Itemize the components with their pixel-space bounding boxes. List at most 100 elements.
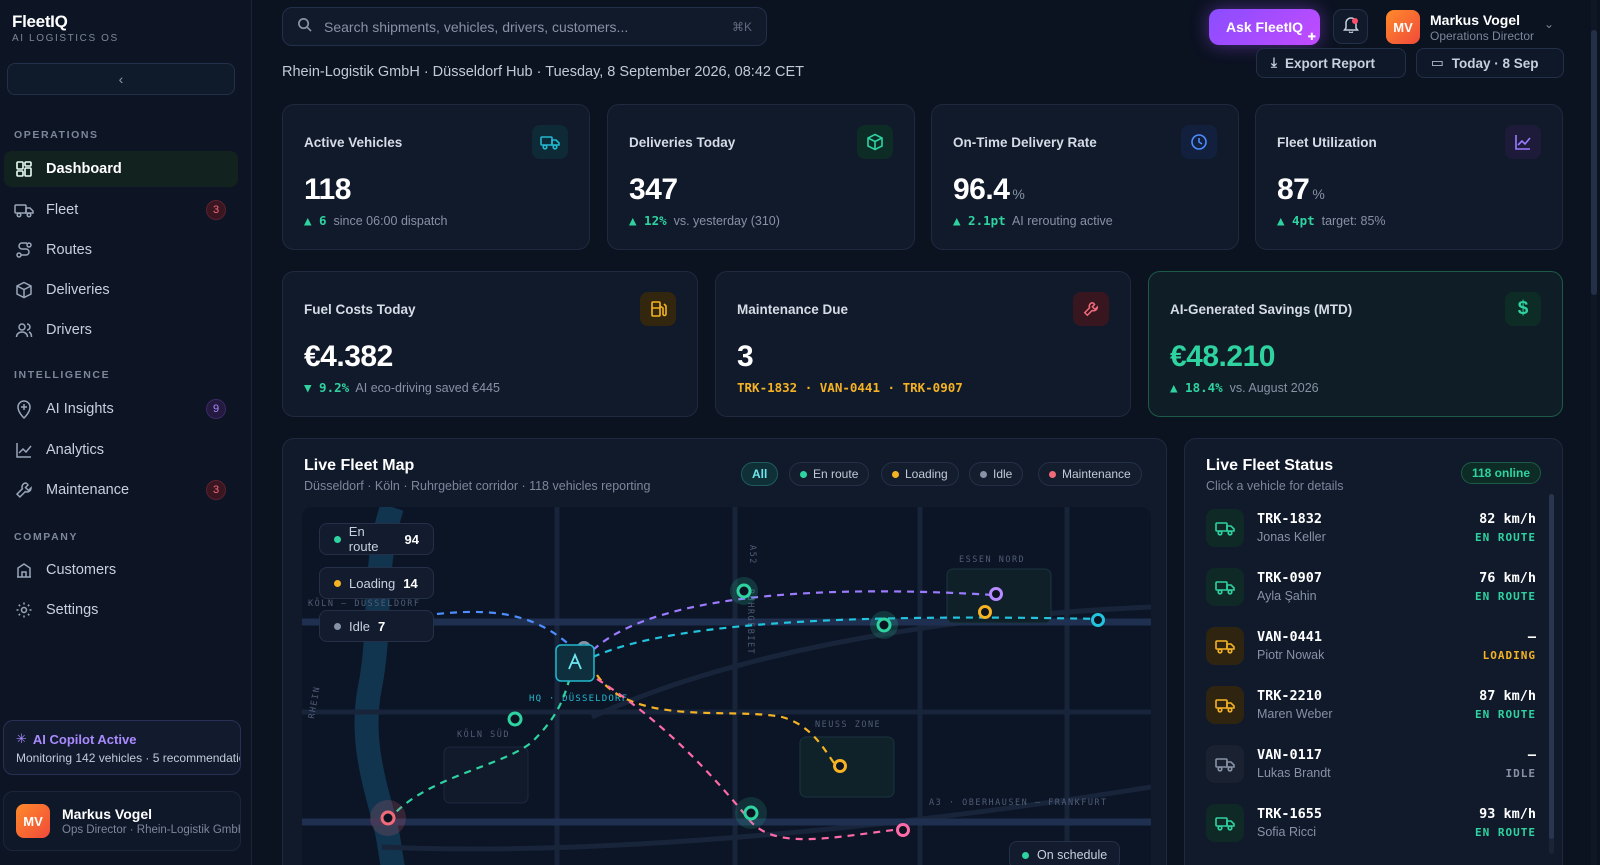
filter-label: All xyxy=(752,467,768,481)
filter-maintenance[interactable]: Maintenance xyxy=(1038,462,1142,486)
sidebar-item-maintenance[interactable]: Maintenance 3 xyxy=(4,472,238,508)
zone-neuss xyxy=(799,736,895,798)
global-search[interactable]: Search shipments, vehicles, drivers, cus… xyxy=(282,7,767,46)
vehicle-marker-loading[interactable] xyxy=(978,605,992,619)
filter-idle[interactable]: Idle xyxy=(969,462,1024,486)
route-cyan xyxy=(592,616,1103,659)
wrench-icon xyxy=(1073,292,1109,326)
filter-en-route[interactable]: En route xyxy=(789,462,870,486)
vehicle-marker-maintenance[interactable] xyxy=(380,810,396,826)
route-blue xyxy=(436,610,578,653)
kpi-delta: ▲ 12% xyxy=(629,213,667,228)
vehicle-marker-purple[interactable] xyxy=(989,587,1003,601)
page-scrollbar[interactable] xyxy=(1591,0,1597,865)
kpi-note: AI eco-driving saved €445 xyxy=(355,381,500,395)
label-hq: HQ · DÜSSELDORF xyxy=(529,693,628,704)
copilot-title-row: ✳ AI Copilot Active xyxy=(16,731,228,747)
vehicle-row[interactable]: VAN-0441 Piotr Nowak — LOADING xyxy=(1206,623,1536,673)
vehicle-marker-en-route[interactable] xyxy=(736,583,752,599)
dashboard-icon xyxy=(14,159,34,179)
on-schedule-label: On schedule xyxy=(1037,848,1108,862)
collapse-sidebar-button[interactable]: ‹ xyxy=(7,63,235,95)
date-range-button[interactable]: ▭ Today · 8 Sep xyxy=(1416,48,1564,78)
kpi-number: 87 xyxy=(1277,173,1310,206)
gear-icon xyxy=(14,600,34,620)
vehicle-marker-pink[interactable] xyxy=(896,823,910,837)
filter-all[interactable]: All xyxy=(741,462,779,486)
vehicle-marker-en-route[interactable] xyxy=(876,617,892,633)
list-scrollbar-thumb[interactable] xyxy=(1549,494,1554,839)
sidebar-item-analytics[interactable]: Analytics xyxy=(4,432,238,468)
status-dot xyxy=(892,470,899,478)
export-label: Export Report xyxy=(1284,55,1375,71)
kpi-fleet-utilization[interactable]: Fleet Utilization 87% ▲ 4pt target: 85% xyxy=(1255,104,1563,250)
app-name: FleetIQ xyxy=(12,12,68,31)
user-info: Markus Vogel Ops Director · Rhein-Logist… xyxy=(62,806,240,836)
status-dot xyxy=(980,470,987,478)
kpi-unit: % xyxy=(1012,186,1025,202)
vehicle-marker-cyan[interactable] xyxy=(1091,613,1105,627)
chevron-down-icon[interactable]: ⌄ xyxy=(1544,17,1555,31)
notifications-button[interactable] xyxy=(1333,9,1368,44)
kpi-maintenance-due[interactable]: Maintenance Due 3 TRK-1832 · VAN-0441 · … xyxy=(715,271,1131,417)
search-input[interactable]: Search shipments, vehicles, drivers, cus… xyxy=(324,18,629,35)
fleet-map[interactable]: KÖLN — DÜSSELDORF ESSEN NORD KÖLN SÜD NE… xyxy=(302,507,1151,865)
vehicle-status: EN ROUTE xyxy=(1475,826,1536,839)
kpi-trend: ▼ 9.2% AI eco-driving saved €445 xyxy=(304,380,500,395)
sidebar-item-label: Drivers xyxy=(46,322,92,338)
vehicle-id: TRK-2210 xyxy=(1257,688,1323,704)
kpi-delta: ▲ 4pt xyxy=(1277,213,1315,228)
kpi-ai-savings[interactable]: AI-Generated Savings (MTD) $ €48.210 ▲ 1… xyxy=(1148,271,1563,417)
vehicle-row[interactable]: TRK-1832 Jonas Keller 82 km/h EN ROUTE xyxy=(1206,505,1536,555)
kpi-deliveries-today[interactable]: Deliveries Today 347 ▲ 12% vs. yesterday… xyxy=(607,104,915,250)
vehicle-speed: 76 km/h xyxy=(1479,570,1536,586)
vehicle-row[interactable]: TRK-1655 Sofia Ricci 93 km/h EN ROUTE xyxy=(1206,800,1536,850)
export-report-button[interactable]: ⤓ Export Report xyxy=(1256,48,1406,78)
sidebar: FleetIQ AI LOGISTICS OS ‹ OPERATIONS Das… xyxy=(0,0,252,865)
vehicle-marker-loading[interactable] xyxy=(833,759,847,773)
kpi-on-time-rate[interactable]: On-Time Delivery Rate 96.4% ▲ 2.1pt AI r… xyxy=(931,104,1239,250)
vehicle-row[interactable]: TRK-0907 Ayla Şahin 76 km/h EN ROUTE xyxy=(1206,564,1536,614)
filter-loading[interactable]: Loading xyxy=(881,462,959,486)
vehicle-row[interactable]: TRK-2210 Maren Weber 87 km/h EN ROUTE xyxy=(1206,682,1536,732)
label-ruhr: RUHRGEBIET xyxy=(745,589,755,655)
sidebar-item-deliveries[interactable]: Deliveries xyxy=(4,272,238,308)
avatar: MV xyxy=(1386,10,1420,44)
kpi-delta: ▼ 9.2% xyxy=(304,380,350,395)
sidebar-item-fleet[interactable]: Fleet 3 xyxy=(4,192,238,228)
kpi-active-vehicles[interactable]: Active Vehicles 118 ▲ 6 since 06:00 disp… xyxy=(282,104,590,250)
ai-copilot-status[interactable]: ✳ AI Copilot Active Monitoring 142 vehic… xyxy=(3,720,241,775)
vehicle-marker-en-route[interactable] xyxy=(507,711,523,727)
vehicle-status: LOADING xyxy=(1482,649,1536,662)
header-user-menu[interactable]: MV Markus Vogel Operations Director xyxy=(1386,10,1534,44)
sidebar-item-settings[interactable]: Settings xyxy=(4,592,238,628)
map-canvas[interactable]: KÖLN — DÜSSELDORF ESSEN NORD KÖLN SÜD NE… xyxy=(302,507,1151,865)
sparkle-pin-icon xyxy=(14,399,34,419)
kpi-label: AI-Generated Savings (MTD) xyxy=(1170,302,1353,317)
status-dot xyxy=(334,579,341,587)
status-dot xyxy=(1022,851,1029,859)
ask-fleetiq-button[interactable]: Ask FleetIQ ✚ xyxy=(1209,9,1320,45)
sidebar-item-routes[interactable]: Routes xyxy=(4,232,238,268)
vehicle-status: EN ROUTE xyxy=(1475,708,1536,721)
sidebar-item-customers[interactable]: Customers xyxy=(4,552,238,588)
sidebar-item-drivers[interactable]: Drivers xyxy=(4,312,238,348)
notification-dot xyxy=(1352,18,1358,24)
legend-count: 94 xyxy=(404,531,419,547)
vehicle-row[interactable]: VAN-0117 Lukas Brandt — IDLE xyxy=(1206,741,1536,791)
app-logo[interactable]: FleetIQ AI LOGISTICS OS xyxy=(12,12,119,44)
page-scrollbar-thumb[interactable] xyxy=(1591,30,1597,295)
date-label: Today · 8 Sep xyxy=(1451,55,1539,71)
sidebar-item-dashboard[interactable]: Dashboard xyxy=(4,151,238,187)
kpi-fuel-costs[interactable]: Fuel Costs Today €4.382 ▼ 9.2% AI eco-dr… xyxy=(282,271,698,417)
legend-count: 7 xyxy=(377,618,386,634)
sidebar-item-ai-insights[interactable]: AI Insights 9 xyxy=(4,391,238,427)
users-icon xyxy=(14,320,34,340)
section-intelligence: INTELLIGENCE xyxy=(14,369,111,381)
kpi-note: since 06:00 dispatch xyxy=(333,214,448,228)
vehicle-marker-en-route[interactable] xyxy=(743,805,759,821)
sidebar-user-profile[interactable]: MV Markus Vogel Ops Director · Rhein-Log… xyxy=(3,791,241,851)
vehicle-speed: 87 km/h xyxy=(1479,688,1536,704)
label-a52: A52 xyxy=(747,545,757,565)
maintenance-vehicle-list[interactable]: TRK-1832 · VAN-0441 · TRK-0907 xyxy=(737,380,963,395)
